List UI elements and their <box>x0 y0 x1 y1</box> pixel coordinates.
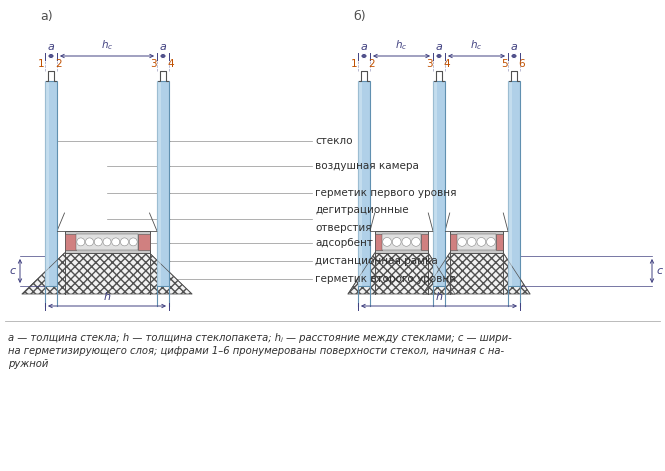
Text: 1: 1 <box>38 59 45 69</box>
Text: a: a <box>48 42 55 52</box>
Text: герметик первого уровня: герметик первого уровня <box>315 188 456 198</box>
Bar <box>157 81 169 286</box>
Text: 5: 5 <box>501 59 507 69</box>
Bar <box>374 231 428 253</box>
Text: c: c <box>656 266 662 276</box>
Bar <box>508 81 512 286</box>
Circle shape <box>458 237 466 246</box>
Circle shape <box>76 238 84 246</box>
Text: 3: 3 <box>426 59 432 69</box>
Text: a: a <box>511 42 517 52</box>
Bar <box>433 81 445 286</box>
Polygon shape <box>22 253 192 294</box>
Bar <box>65 234 76 250</box>
Circle shape <box>412 237 420 246</box>
Text: $h_c$: $h_c$ <box>470 38 483 52</box>
Text: h: h <box>104 292 110 302</box>
Circle shape <box>86 238 94 246</box>
Text: воздушная камера: воздушная камера <box>315 161 419 171</box>
Circle shape <box>467 237 476 246</box>
Circle shape <box>129 238 137 246</box>
Polygon shape <box>348 253 455 294</box>
Text: 3: 3 <box>150 59 156 69</box>
Text: стекло: стекло <box>315 136 352 146</box>
Text: дегитрационные: дегитрационные <box>315 205 408 215</box>
Circle shape <box>487 237 495 246</box>
Bar <box>450 234 458 250</box>
Text: а): а) <box>40 10 53 23</box>
Bar <box>76 234 138 250</box>
Bar <box>45 81 57 286</box>
Circle shape <box>112 238 120 246</box>
Text: 6: 6 <box>519 59 525 69</box>
Text: на герметизирующего слоя; цифрами 1–6 пронумерованы поверхности стекол, начиная : на герметизирующего слоя; цифрами 1–6 пр… <box>8 346 504 356</box>
Circle shape <box>392 237 401 246</box>
Circle shape <box>382 237 392 246</box>
Circle shape <box>402 237 411 246</box>
Text: герметик второго уровня: герметик второго уровня <box>315 274 456 284</box>
Circle shape <box>477 237 485 246</box>
Text: 2: 2 <box>56 59 63 69</box>
Bar <box>458 234 496 250</box>
Text: c: c <box>10 266 16 276</box>
Text: h: h <box>436 292 442 302</box>
Text: 4: 4 <box>168 59 174 69</box>
Bar <box>65 231 150 253</box>
Bar <box>382 234 421 250</box>
Text: a: a <box>436 42 442 52</box>
Text: a — толщина стекла; h — толщина стеклопакета; hⱼ — расстояние между стеклами; с : a — толщина стекла; h — толщина стеклопа… <box>8 333 512 343</box>
Circle shape <box>103 238 111 246</box>
Circle shape <box>94 238 102 246</box>
Text: $h_c$: $h_c$ <box>101 38 113 52</box>
Bar <box>450 231 503 253</box>
Bar <box>45 81 49 286</box>
Bar <box>157 81 161 286</box>
Bar <box>433 81 437 286</box>
Text: 2: 2 <box>368 59 375 69</box>
Text: a: a <box>160 42 166 52</box>
Polygon shape <box>423 253 530 294</box>
Bar <box>138 234 150 250</box>
Bar <box>496 234 503 250</box>
Text: адсорбент: адсорбент <box>315 238 373 248</box>
Text: 1: 1 <box>350 59 357 69</box>
Bar <box>358 81 370 286</box>
Bar <box>508 81 520 286</box>
Bar <box>374 234 382 250</box>
Text: б): б) <box>353 10 366 23</box>
Text: 4: 4 <box>444 59 450 69</box>
Text: $h_c$: $h_c$ <box>395 38 408 52</box>
Text: дистанционная рамка: дистанционная рамка <box>315 256 438 266</box>
Text: отверстия: отверстия <box>315 223 372 233</box>
Circle shape <box>120 238 128 246</box>
Text: a: a <box>360 42 368 52</box>
Bar <box>358 81 362 286</box>
Bar <box>421 234 428 250</box>
Text: ружной: ружной <box>8 359 49 369</box>
